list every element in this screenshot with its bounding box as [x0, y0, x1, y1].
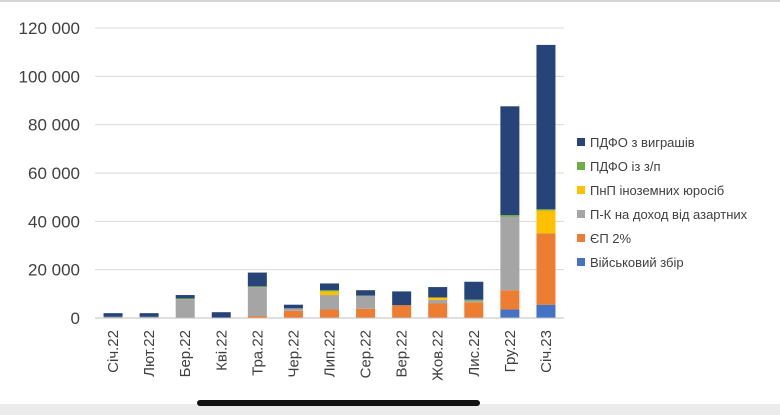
- legend: ПДФО з виграшів ПДФО із з/п ПнП іноземних …: [577, 135, 748, 270]
- y-tick-label: 100 000: [19, 67, 80, 86]
- x-tick-label: Бер.22: [177, 330, 194, 377]
- bar-segment: [320, 309, 339, 318]
- y-axis-ticks: 0 20 000 40 000 60 000 80 000 100 000 120 000: [19, 19, 80, 328]
- y-tick-label: 80 000: [28, 116, 80, 135]
- bar-segment: [428, 297, 448, 300]
- bar-segment: [536, 304, 556, 318]
- y-tick-label: 20 000: [28, 261, 80, 280]
- legend-label: П-К на доход від азартних: [590, 207, 748, 222]
- x-axis-ticks: Січ.22 Лют.22 Бер.22 Кві.22 Тра.22 Чер.22 Лип.…: [105, 330, 555, 381]
- bar-segment: [500, 216, 520, 291]
- bar-segment: [428, 287, 448, 298]
- bar-segment: [283, 310, 303, 318]
- x-tick-label: Чер.22: [285, 330, 302, 378]
- bar-segment: [536, 44, 556, 210]
- bar-segment: [320, 290, 339, 292]
- bar-segment: [247, 316, 267, 318]
- x-tick-label: Лис.22: [466, 330, 483, 377]
- legend-label: ПнП іноземних юросіб: [590, 183, 724, 198]
- x-tick-label: Гру.22: [502, 330, 519, 372]
- legend-label: Військовий збір: [590, 255, 684, 270]
- legend-swatch: [577, 186, 585, 194]
- x-tick-label: Кві.22: [213, 330, 230, 371]
- x-tick-label: Січ.22: [105, 330, 122, 373]
- x-tick-label: Жов.22: [430, 330, 447, 381]
- bar-segment: [247, 286, 267, 288]
- legend-label: ЄП 2%: [590, 231, 632, 246]
- bar-segment: [320, 283, 339, 291]
- bar-segment: [392, 305, 412, 318]
- bar-segment: [139, 316, 159, 318]
- chart-panel: 0 20 000 40 000 60 000 80 000 100 000 120 000 …: [0, 0, 780, 404]
- bar-segment: [464, 302, 484, 318]
- x-tick-label: Сер.22: [358, 330, 375, 378]
- bar-segment: [175, 298, 195, 300]
- bar-segment: [103, 313, 123, 317]
- x-tick-label: Вер.22: [394, 330, 411, 378]
- bar-segment: [175, 295, 195, 299]
- y-tick-label: 60 000: [28, 164, 80, 183]
- legend-swatch: [577, 138, 585, 146]
- legend-swatch: [577, 234, 585, 242]
- bar-segment: [320, 291, 339, 296]
- bar-segment: [536, 233, 556, 305]
- bar-segment: [392, 291, 412, 306]
- bar-segment: [500, 290, 520, 310]
- bar-segment: [500, 106, 520, 216]
- bar-segment: [211, 312, 231, 318]
- bar-segment: [283, 304, 303, 309]
- bars: [103, 44, 556, 318]
- bar-segment: [464, 300, 484, 303]
- x-tick-label: Лют.22: [141, 330, 158, 377]
- bar-segment: [356, 308, 376, 318]
- bar-segment: [247, 287, 267, 317]
- bar-segment: [247, 272, 267, 287]
- y-tick-label: 0: [71, 309, 80, 328]
- bar-segment: [464, 299, 484, 301]
- gridlines: [95, 27, 564, 271]
- bar-segment: [536, 209, 556, 211]
- bar-segment: [320, 295, 339, 310]
- bar-segment: [283, 308, 303, 311]
- bar-segment: [103, 316, 123, 318]
- y-tick-label: 120 000: [19, 19, 80, 38]
- bar-segment: [536, 210, 556, 234]
- bar-segment: [428, 299, 448, 304]
- legend-swatch: [577, 162, 585, 170]
- x-tick-label: Січ.23: [538, 330, 555, 373]
- legend-swatch: [577, 210, 585, 218]
- bar-segment: [356, 295, 376, 309]
- bar-segment: [428, 303, 448, 318]
- x-tick-label: Лип.22: [322, 330, 339, 377]
- legend-swatch: [577, 258, 585, 266]
- bar-segment: [464, 281, 484, 300]
- bottom-edge: [0, 404, 780, 415]
- y-tick-label: 40 000: [28, 212, 80, 231]
- bar-segment: [175, 299, 195, 318]
- legend-label: ПДФО з виграшів: [590, 135, 695, 150]
- home-indicator[interactable]: [197, 400, 480, 406]
- legend-label: ПДФО із з/п: [590, 159, 661, 174]
- bar-segment: [500, 309, 520, 318]
- bar-segment: [356, 290, 376, 296]
- x-tick-label: Тра.22: [249, 330, 266, 376]
- top-divider: [0, 0, 780, 2]
- bar-segment: [500, 215, 520, 217]
- bar-segment: [139, 313, 159, 317]
